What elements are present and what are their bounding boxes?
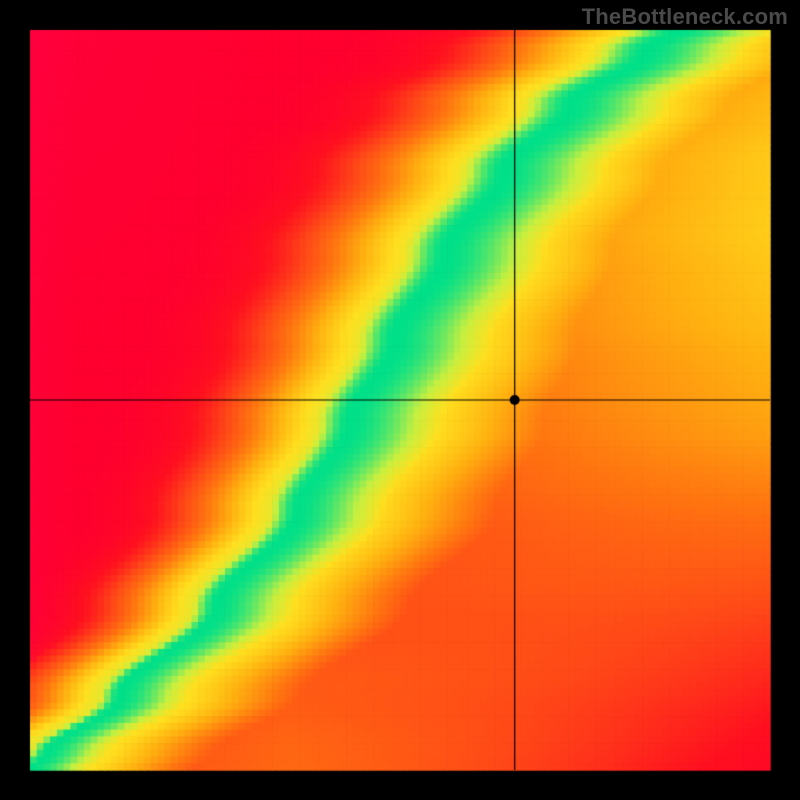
watermark-text: TheBottleneck.com — [582, 4, 788, 30]
chart-container: TheBottleneck.com — [0, 0, 800, 800]
heatmap-canvas — [0, 0, 800, 800]
